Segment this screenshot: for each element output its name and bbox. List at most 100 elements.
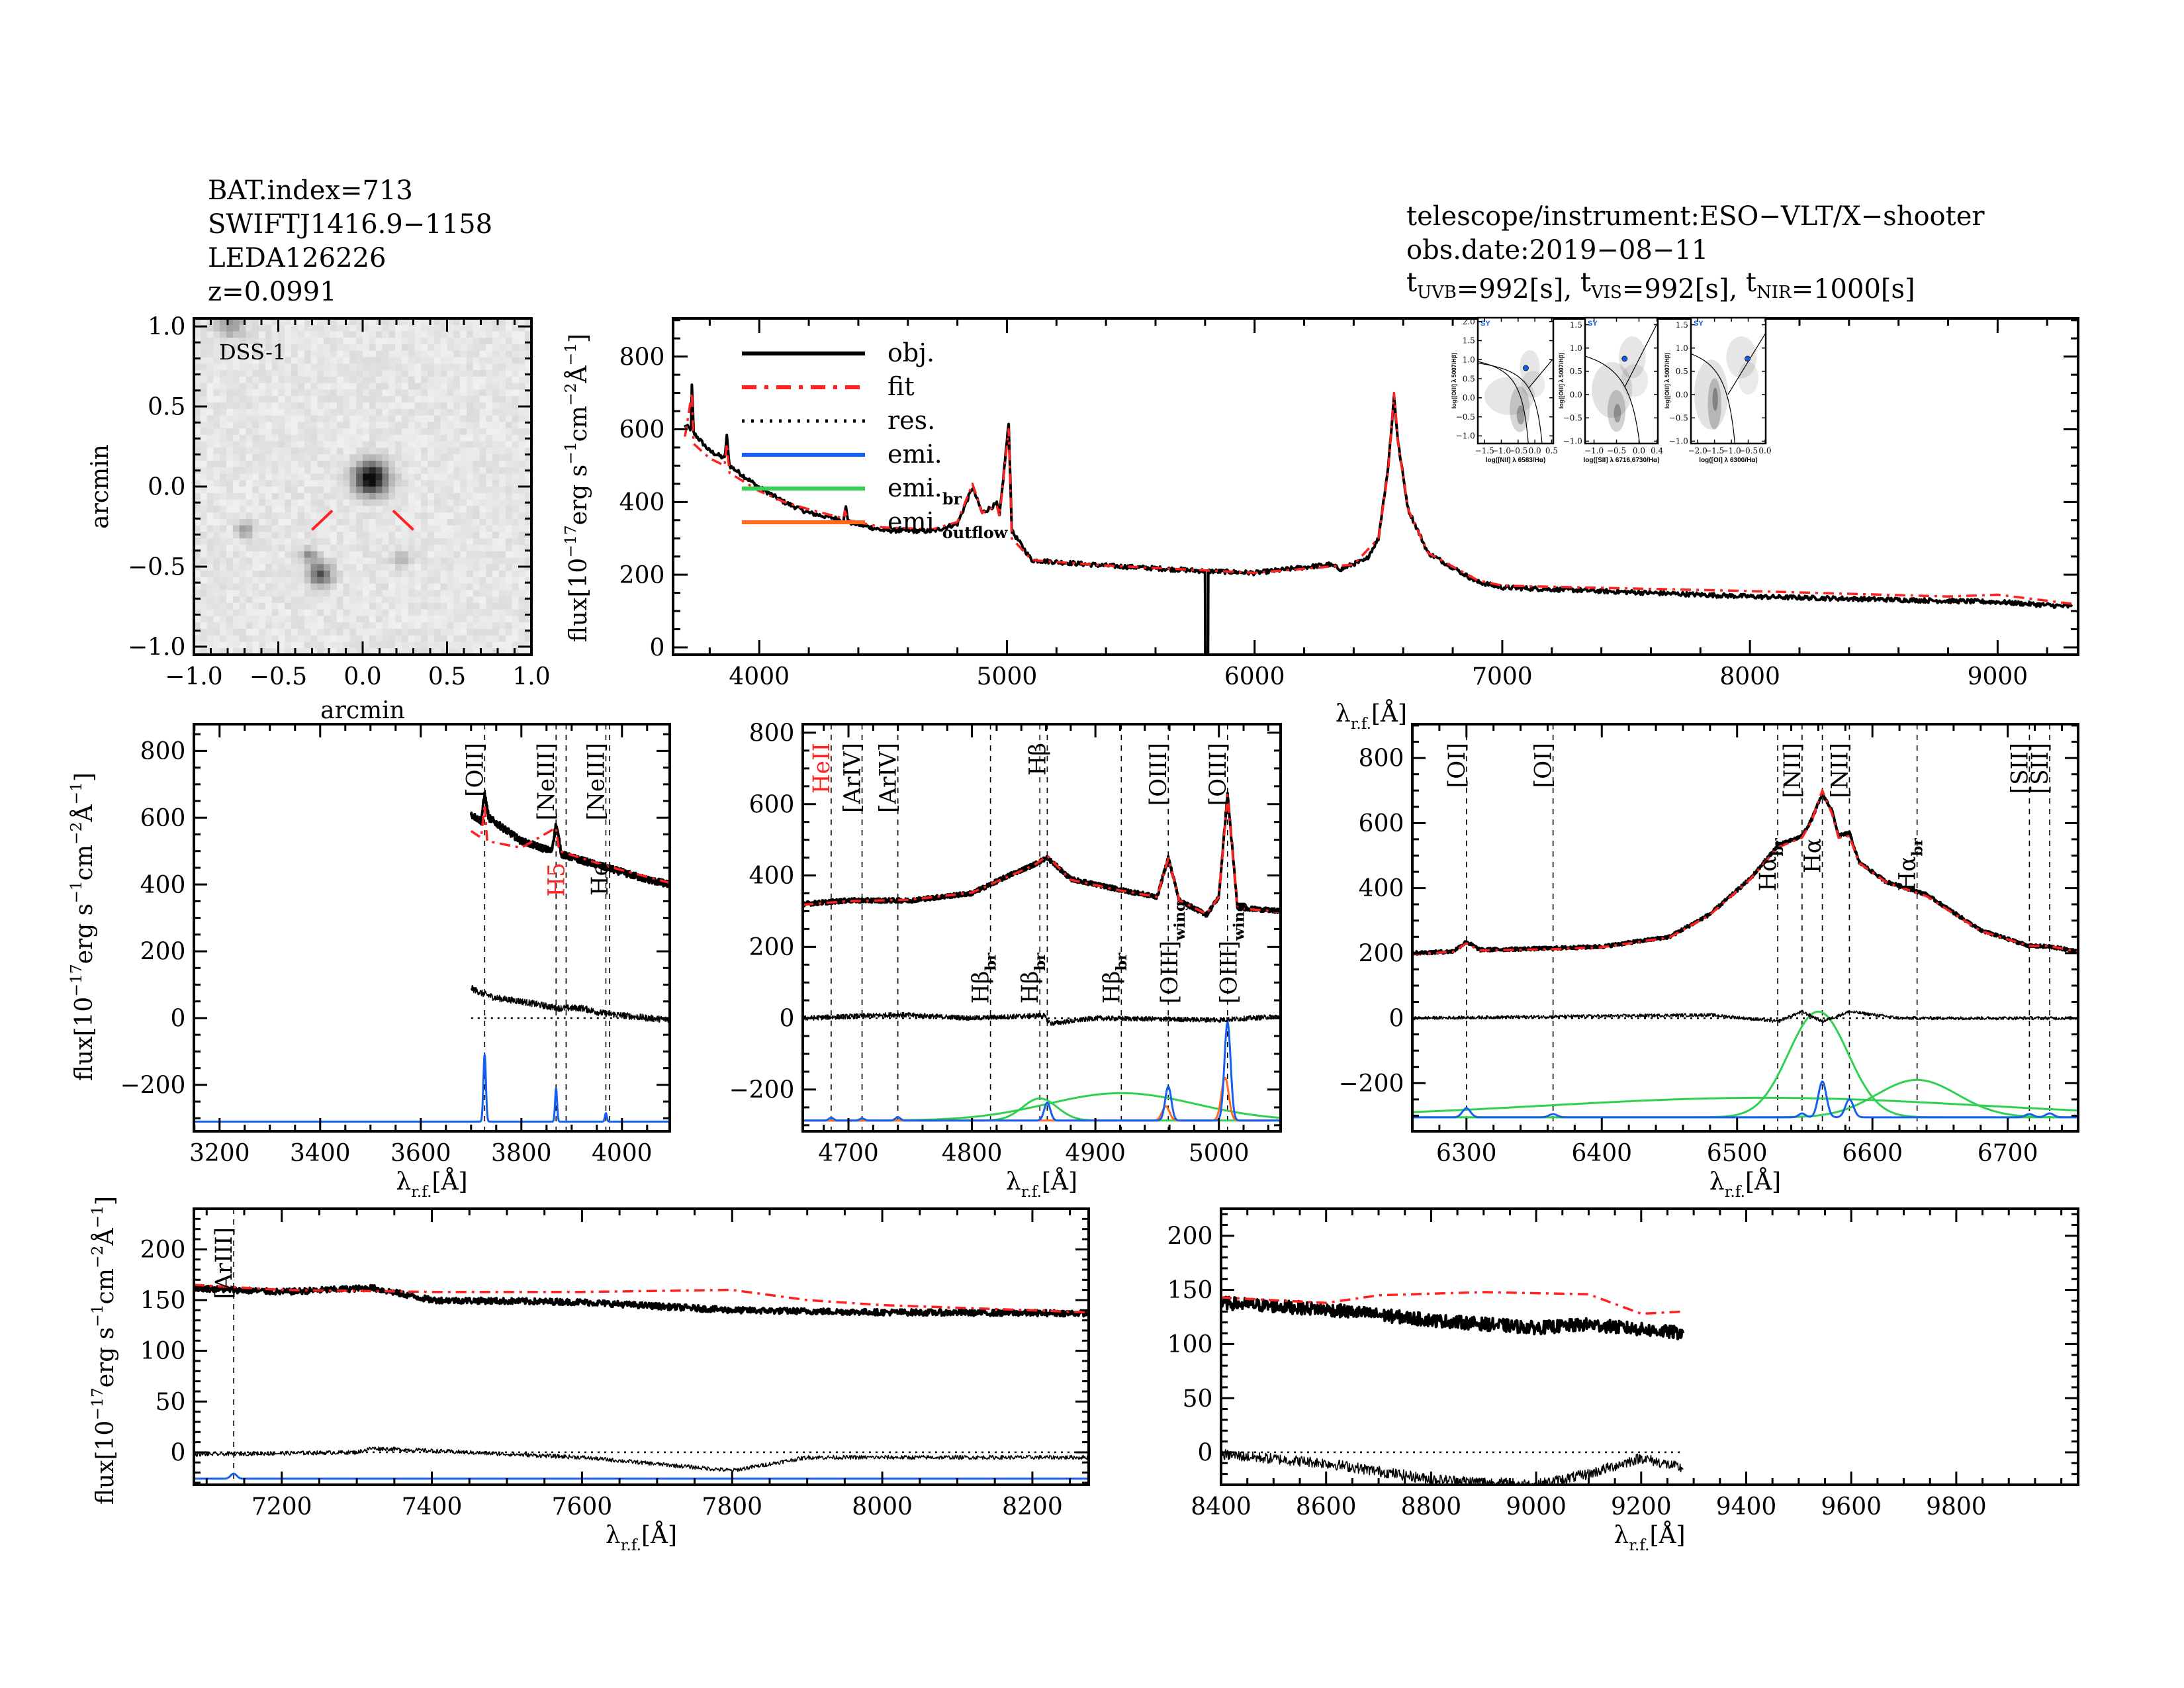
- x-axis-label: λr.f.[Å]: [1709, 1168, 1781, 1201]
- x-tick-label: 0.0: [343, 663, 381, 690]
- leda-name: LEDA126226: [208, 243, 386, 273]
- legend-label: obj.: [887, 338, 934, 367]
- legend-item: emi.br: [742, 473, 962, 508]
- x-tick-label: 6000: [1224, 663, 1285, 690]
- line-label: [SII]: [2007, 743, 2033, 794]
- class-label: SY: [1694, 320, 1704, 328]
- series-fit: [684, 391, 2072, 605]
- line-label: [OIII]: [1205, 743, 1232, 806]
- y-tick-label: 400: [619, 489, 665, 516]
- y-tick-label: 200: [1167, 1223, 1213, 1250]
- x-tick-label: −0.5: [1607, 446, 1626, 455]
- y-tick-label: 200: [749, 934, 795, 961]
- x-tick-label: 5000: [977, 663, 1038, 690]
- y-tick-label: −200: [1339, 1070, 1404, 1098]
- y-tick-label: 0: [779, 1006, 794, 1033]
- x-tick-label: 7600: [552, 1493, 613, 1521]
- y-tick-label: 2.0: [1463, 317, 1475, 326]
- density-contour: [1621, 364, 1649, 397]
- line-label: HeII: [809, 743, 835, 794]
- x-axis-label: arcmin: [320, 697, 405, 724]
- y-tick-label: 600: [1359, 810, 1404, 837]
- class-label: SY: [1588, 320, 1598, 328]
- density-contour: [1738, 361, 1758, 395]
- density-contour: [1510, 386, 1530, 432]
- x-tick-label: 9000: [1968, 663, 2028, 690]
- x-tick-label: −1.5: [1705, 446, 1724, 455]
- x-tick-label: −0.5: [1739, 446, 1758, 455]
- x-tick-label: 5000: [1189, 1140, 1250, 1167]
- demarcation-line: [1624, 322, 1658, 387]
- y-tick-label: 400: [749, 863, 795, 890]
- density-contour: [1618, 336, 1646, 379]
- y-tick-label: 600: [140, 805, 186, 832]
- panel-bpt3: SY−2.0−1.5−1.0−0.5 0.0−1.0−0.50.00.51.01.…: [1664, 316, 1772, 464]
- target-marker: [311, 509, 334, 531]
- plot-area: [1585, 318, 1658, 444]
- y-tick-label: 200: [1359, 940, 1404, 967]
- line-label: Hα: [1800, 838, 1827, 873]
- series-obj: [684, 383, 2073, 655]
- panel-bpt2: SY−1.0 −0.5 0.0 0.4−1.0−0.50.00.51.01.5log(…: [1558, 316, 1664, 464]
- y-tick-label: 800: [140, 738, 186, 765]
- line-label: [ArIV]: [876, 743, 902, 813]
- plot-frame: [1584, 316, 1659, 445]
- obs-date: obs.date:2019−08−11: [1406, 235, 1708, 265]
- y-tick-label: 200: [140, 1237, 186, 1264]
- y-tick-label: 600: [749, 791, 795, 818]
- panel-dss: DSS-1 −1.0 −0.5 0.0 0.5 1.0 −1.0 −0.5 0.0 0.5 1.0 a…: [87, 314, 551, 724]
- y-tick-label: 0: [170, 1006, 185, 1033]
- y-tick-label: 0.5: [148, 394, 185, 421]
- demarcation-line: [1478, 363, 1543, 444]
- plot-area: [194, 724, 670, 1131]
- line-label: Hβbr: [1099, 953, 1130, 1004]
- line-label: [OIII]wing: [1157, 901, 1189, 1004]
- line-label: [ArIV]: [840, 743, 866, 813]
- x-axis-label: λr.f.[Å]: [396, 1168, 467, 1201]
- y-tick-label: 0.0: [1570, 390, 1582, 399]
- line-label: [OI]: [1531, 743, 1557, 788]
- survey-label: DSS-1: [219, 340, 286, 365]
- x-tick-label: 1.0: [512, 663, 550, 690]
- series-fit: [1221, 1291, 1684, 1315]
- y-tick-label: 100: [1167, 1331, 1213, 1358]
- plot-frame: [1220, 1207, 2079, 1486]
- dss-image: [194, 318, 531, 655]
- x-tick-label: −1.0: [1722, 446, 1741, 455]
- y-tick-label: 800: [1359, 745, 1404, 773]
- legend-item: res.: [742, 406, 935, 435]
- x-tick-label: 0.0: [1633, 446, 1645, 455]
- panel-panelC: [OI] [OI] Hαbr [NII] Hα [NII] Hαbr [SII][SII] 63…: [1339, 723, 2079, 1201]
- y-axis-label: flux[10−17erg s−1cm−2Å−1]: [67, 773, 98, 1081]
- y-tick-label: −200: [729, 1077, 795, 1104]
- density-contour: [1707, 378, 1721, 430]
- y-tick-label: −0.5: [1456, 412, 1475, 422]
- density-contour: [1484, 377, 1535, 415]
- instrument: telescope/instrument:ESO−VLT/X−shooter: [1406, 201, 1985, 232]
- line-label: [NII]: [1827, 743, 1853, 798]
- x-tick-label: 9800: [1926, 1493, 1987, 1521]
- x-tick-label: −0.5: [250, 663, 307, 690]
- x-tick-label: 3600: [390, 1140, 451, 1167]
- x-axis-label: log([NII] λ 6583/Hα): [1486, 457, 1546, 464]
- density-contour: [1592, 361, 1633, 418]
- legend-label: fit: [887, 372, 915, 401]
- plot-area: [684, 383, 2073, 655]
- y-tick-label: 0: [649, 635, 664, 662]
- plot-area: [1221, 1291, 1685, 1485]
- x-tick-label: −2.0: [1688, 446, 1707, 455]
- line-label: He: [587, 863, 614, 896]
- legend-item: emi.: [742, 440, 942, 469]
- legend-item: emi.outflow: [742, 507, 1009, 542]
- y-tick-label: 1.0: [148, 314, 185, 341]
- x-tick-label: 8400: [1191, 1493, 1251, 1521]
- x-tick-label: 4000: [592, 1140, 653, 1167]
- panel-main: 4000 5000 6000 7000 8000 9000 0 200 400 600 800 flu…: [561, 317, 2079, 733]
- density-contour: [1607, 390, 1626, 432]
- x-tick-label: 0.5: [428, 663, 466, 690]
- x-tick-label: 3400: [290, 1140, 351, 1167]
- x-tick-label: 7800: [702, 1493, 762, 1521]
- line-label: Hβ: [1024, 743, 1051, 776]
- y-tick-label: 100: [140, 1338, 186, 1365]
